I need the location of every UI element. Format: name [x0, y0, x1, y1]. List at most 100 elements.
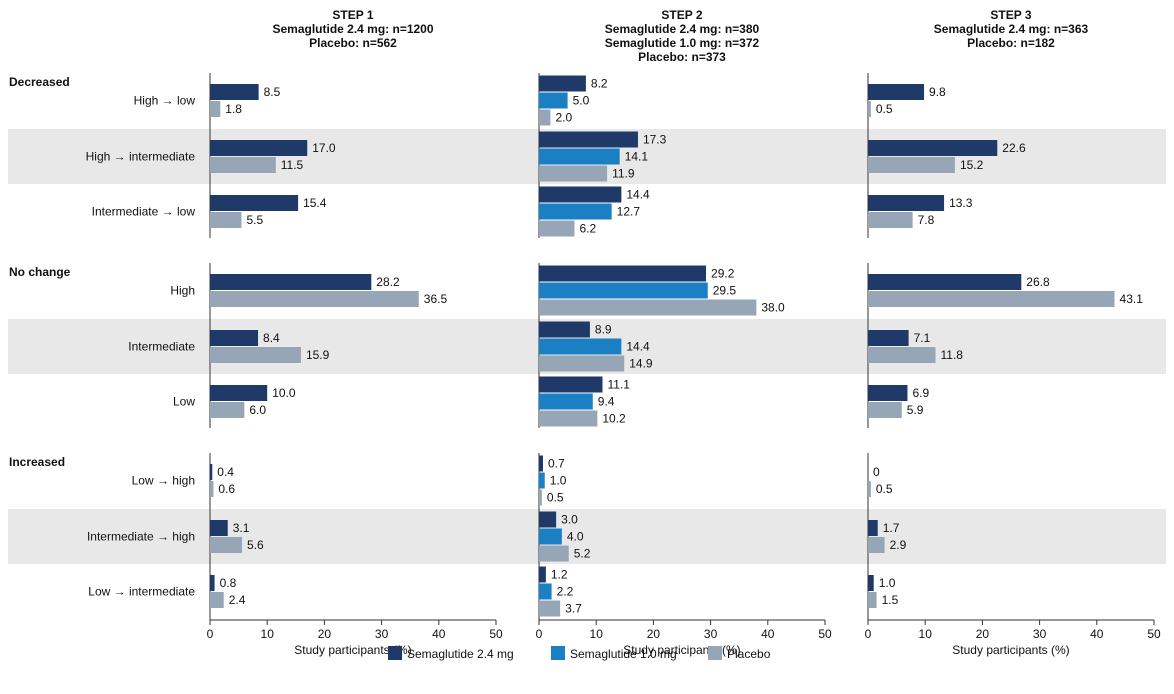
data-label: 3.1 — [233, 521, 250, 535]
data-label: 0 — [873, 465, 880, 479]
data-label: 1.0 — [879, 576, 896, 590]
bar-placebo — [210, 101, 221, 117]
bar-placebo — [868, 592, 877, 608]
bar-sema24 — [210, 575, 215, 591]
bar-sema10 — [539, 393, 593, 410]
bar-sema24 — [210, 274, 372, 290]
data-label: 13.3 — [949, 196, 973, 210]
group-label: Decreased — [9, 75, 70, 89]
x-tick-label: 20 — [647, 627, 661, 641]
data-label: 36.5 — [424, 292, 448, 306]
data-label: 15.9 — [306, 348, 330, 362]
x-tick-label: 0 — [207, 627, 214, 641]
legend-label: Semaglutide 1.0 mg — [570, 647, 677, 661]
row-label: Intermediate — [128, 340, 195, 354]
group-label: Increased — [9, 455, 65, 469]
panel-title-line: STEP 3 — [990, 8, 1031, 22]
bar-placebo — [868, 537, 885, 553]
bar-sema24 — [539, 455, 544, 472]
data-label: 6.0 — [249, 403, 266, 417]
row-label: High — [170, 284, 195, 298]
data-label: 11.5 — [281, 158, 304, 172]
legend-swatch-sema24 — [388, 646, 402, 660]
data-label: 14.1 — [625, 150, 649, 164]
data-label: 1.7 — [883, 521, 900, 535]
data-label: 5.6 — [247, 538, 264, 552]
bar-sema10 — [539, 282, 708, 299]
x-tick-label: 10 — [919, 627, 933, 641]
bar-sema24 — [539, 321, 590, 338]
bar-placebo — [539, 165, 608, 182]
data-label: 2.4 — [229, 593, 246, 607]
bar-sema24 — [868, 520, 878, 536]
data-label: 43.1 — [1120, 292, 1144, 306]
data-label: 1.5 — [882, 593, 899, 607]
x-tick-label: 30 — [375, 627, 389, 641]
data-label: 0.6 — [218, 482, 235, 496]
bar-placebo — [539, 489, 542, 506]
bar-placebo — [539, 600, 561, 617]
data-label: 10.2 — [602, 412, 626, 426]
bar-sema24 — [210, 330, 259, 346]
data-label: 9.8 — [929, 85, 946, 99]
bar-placebo — [539, 299, 757, 316]
legend-label: Semaglutide 2.4 mg — [407, 647, 514, 661]
data-label: 7.1 — [914, 331, 931, 345]
panel-title-line: Semaglutide 1.0 mg: n=372 — [605, 36, 760, 50]
x-axis-title: Study participants (%) — [294, 643, 411, 657]
bar-sema24 — [539, 566, 546, 583]
bar-sema10 — [539, 92, 568, 109]
x-tick-label: 40 — [432, 627, 446, 641]
bar-sema24 — [539, 75, 586, 92]
data-label: 15.4 — [303, 196, 327, 210]
bar-sema24 — [210, 84, 259, 100]
data-label: 10.0 — [272, 386, 296, 400]
bar-placebo — [210, 291, 419, 307]
data-label: 7.8 — [918, 213, 935, 227]
panel-title-line: STEP 1 — [332, 8, 373, 22]
bar-sema24 — [539, 376, 603, 393]
data-label: 8.4 — [263, 331, 280, 345]
data-label: 0.7 — [548, 457, 565, 471]
bar-sema10 — [539, 338, 622, 355]
data-label: 6.9 — [912, 386, 929, 400]
data-label: 0.5 — [876, 102, 893, 116]
data-label: 0.4 — [217, 465, 234, 479]
data-label: 11.1 — [607, 378, 630, 392]
bar-sema24 — [868, 330, 909, 346]
data-label: 3.7 — [565, 602, 582, 616]
bar-placebo — [539, 220, 575, 237]
panel-title-line: Semaglutide 2.4 mg: n=363 — [934, 22, 1089, 36]
group-label: No change — [9, 265, 71, 279]
data-label: 11.8 — [940, 348, 963, 362]
bar-placebo — [210, 592, 224, 608]
x-tick-label: 0 — [536, 627, 543, 641]
data-label: 1.8 — [225, 102, 242, 116]
row-band-3 — [8, 509, 1166, 564]
bar-placebo — [210, 157, 276, 173]
x-tick-label: 20 — [976, 627, 990, 641]
data-label: 2.2 — [557, 585, 574, 599]
x-tick-label: 40 — [761, 627, 775, 641]
panel-title-line: Semaglutide 2.4 mg: n=380 — [605, 22, 760, 36]
row-label: High → low — [134, 94, 196, 108]
data-label: 0.5 — [876, 482, 893, 496]
bar-sema10 — [539, 203, 612, 220]
bar-placebo — [868, 212, 913, 228]
data-label: 8.5 — [264, 85, 281, 99]
data-label: 4.0 — [567, 530, 584, 544]
bar-placebo — [868, 481, 871, 497]
data-label: 2.9 — [890, 538, 907, 552]
x-axis-title: Study participants (%) — [952, 643, 1069, 657]
legend-label: Placebo — [727, 647, 771, 661]
data-label: 8.9 — [595, 323, 612, 337]
x-tick-label: 10 — [590, 627, 604, 641]
bar-placebo — [210, 481, 214, 497]
data-label: 22.6 — [1002, 141, 1026, 155]
bar-placebo — [868, 291, 1115, 307]
panel-title-line: Placebo: n=373 — [638, 50, 726, 64]
bar-sema24 — [210, 385, 268, 401]
x-tick-label: 10 — [261, 627, 275, 641]
